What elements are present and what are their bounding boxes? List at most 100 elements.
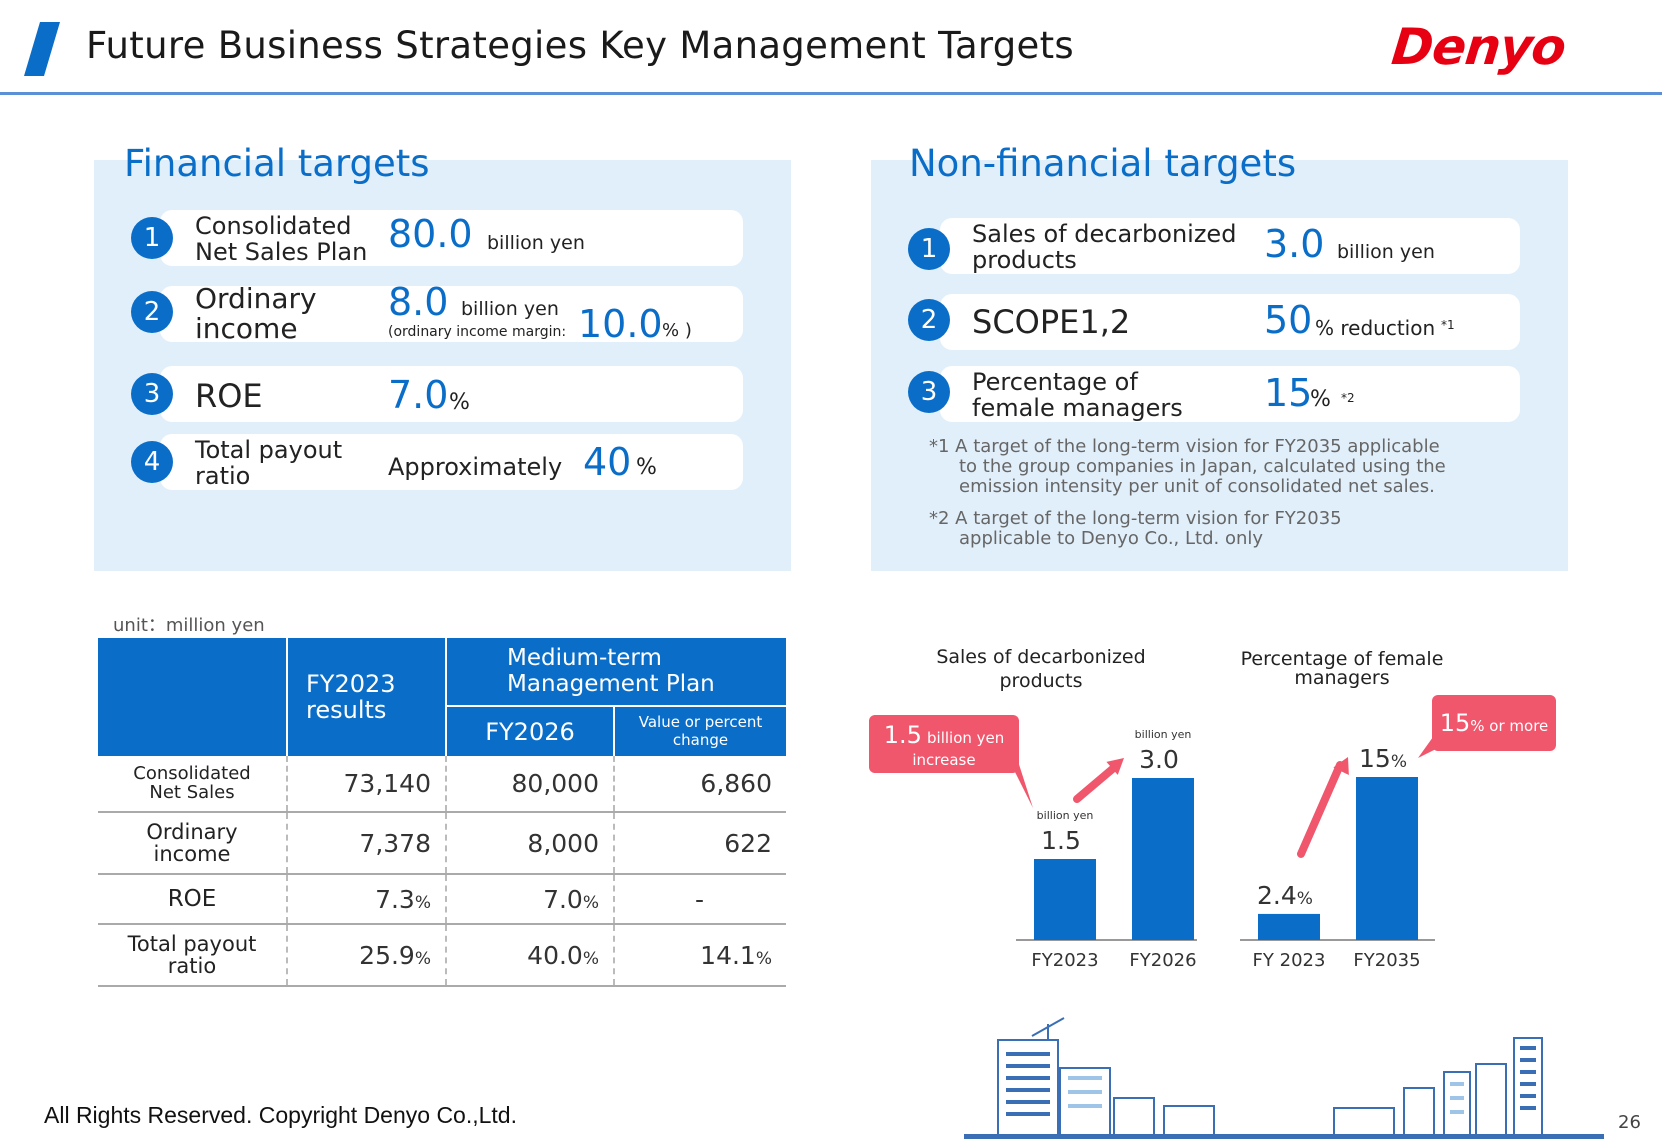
financial-row-roe: [160, 366, 743, 422]
financial-label: Consolidated Net Sales Plan: [195, 212, 368, 266]
net-sales-value: 80.0: [388, 212, 473, 256]
chart1-bar-fy2026: [1132, 778, 1194, 940]
chart2-value-label: 2.4%: [1257, 881, 1313, 910]
female-unit: %: [1310, 387, 1331, 412]
roe-value: 7.0: [388, 373, 449, 417]
chart2-category-label: FY 2023: [1253, 950, 1326, 971]
copyright-footer: All Rights Reserved. Copyright Denyo Co.…: [44, 1102, 517, 1128]
number-badge: 4: [131, 441, 173, 483]
ordinary-income-margin-unit: % ): [662, 320, 692, 341]
row-label: Consolidated Net Sales: [98, 756, 288, 812]
cell-change: 622: [724, 828, 772, 858]
roe-unit: %: [449, 390, 470, 415]
nonfinancial-label: Percentage of female managers: [972, 368, 1183, 422]
number-badge: 2: [908, 299, 950, 341]
value-unit: %: [1297, 889, 1313, 909]
chart1-title: Sales of decarbonized products: [936, 646, 1146, 692]
value-unit: %: [1391, 752, 1407, 772]
cell-fy2026: 40.0%: [446, 924, 615, 986]
chart2-callout-tail: [1418, 730, 1438, 758]
chart1-value-label: 3.0: [1139, 745, 1179, 774]
col-header-change: Value or percent change: [614, 706, 786, 756]
scope-value: 50: [1264, 298, 1313, 342]
cell-fy2023: 25.9%: [287, 924, 447, 986]
chart1-growth-arrowhead: [1106, 758, 1124, 775]
page-title: Future Business Strategies Key Managemen…: [86, 24, 1075, 67]
ordinary-income-margin-value: 10.0: [578, 302, 663, 346]
chart1-category-label: FY2023: [1031, 950, 1098, 971]
col-header-fy2023: FY2023 results: [287, 638, 447, 756]
chart1-bar-fy2023: [1034, 859, 1096, 940]
chart2-title: Percentage of female managers: [1240, 648, 1444, 689]
col-header-plan: Medium-term Management Plan: [446, 638, 786, 707]
chart2-callout: 15% or more: [1432, 695, 1556, 751]
table-row: Ordinary income 7,378 8,000 622: [98, 812, 786, 874]
number-badge: 1: [131, 217, 173, 259]
ordinary-income-value: 8.0: [388, 280, 449, 324]
row-label: Ordinary income: [98, 812, 288, 874]
cell-fy2023: 7.3%: [287, 874, 447, 924]
female-footnote-mark: *2: [1341, 391, 1355, 405]
decarbonized-unit: billion yen: [1337, 241, 1435, 263]
chart2-value-label: 15%: [1359, 744, 1407, 773]
payout-prefix: Approximately: [388, 453, 563, 481]
number-badge: 1: [908, 228, 950, 270]
financial-row-net-sales: [160, 210, 743, 266]
footnote-1: *1 A target of the long-term vision for …: [929, 436, 1446, 497]
cell-change: 6,860: [700, 769, 772, 798]
chart2-growth-arrow: [1297, 761, 1344, 858]
scope-footnote-mark: *1: [1441, 318, 1455, 332]
cell-fy2026: 80,000: [446, 756, 615, 812]
scope-unit: % reduction: [1315, 316, 1436, 340]
table-corner-header: [98, 638, 288, 756]
financial-results-table: FY2023 results Medium-term Management Pl…: [98, 638, 786, 987]
nonfinancial-label: SCOPE1,2: [972, 303, 1131, 341]
cell-fy2023: 7,378: [287, 812, 447, 874]
row-label: ROE: [98, 874, 288, 924]
nonfinancial-label: Sales of decarbonized products: [972, 220, 1237, 274]
financial-label: Ordinary income: [195, 282, 317, 345]
ordinary-income-unit: billion yen: [461, 298, 559, 320]
chart2-growth-arrowhead: [1333, 757, 1349, 775]
col-header-fy2026: FY2026: [446, 706, 615, 756]
cell-fy2026: 7.0%: [446, 874, 615, 924]
chart1-callout: 1.5 billion yen increase: [869, 715, 1019, 773]
ordinary-income-margin-note: (ordinary income margin:: [388, 324, 567, 340]
cell-fy2023: 73,140: [287, 756, 447, 812]
net-sales-unit: billion yen: [487, 232, 585, 254]
table-row: ROE 7.3% 7.0% -: [98, 874, 786, 924]
chart1-unit-label: billion yen: [1037, 809, 1094, 822]
chart2-bar-fy2035: [1356, 777, 1418, 940]
financial-row-ordinary-income: [160, 286, 743, 342]
nonfinancial-row-decarbonized: [940, 218, 1520, 274]
financial-targets-title: Financial targets: [124, 142, 430, 185]
city-skyline-illustration: [964, 1017, 1604, 1139]
chart1-unit-label: billion yen: [1135, 728, 1192, 741]
table-row: Consolidated Net Sales 73,140 80,000 6,86…: [98, 756, 786, 812]
number-badge: 3: [908, 371, 950, 413]
chart1-callout-tail: [1015, 752, 1033, 808]
cell-fy2026: 8,000: [446, 812, 615, 874]
row-label: Total payout ratio: [98, 924, 288, 986]
female-value: 15: [1264, 371, 1313, 415]
financial-label: Total payout ratio: [195, 436, 343, 490]
cell-change: 14.1%: [700, 940, 772, 970]
nonfinancial-targets-title: Non-financial targets: [909, 142, 1297, 185]
nonfinancial-row-scope: [940, 294, 1520, 350]
number-badge: 3: [131, 373, 173, 415]
payout-unit: %: [636, 455, 657, 480]
cell-change: -: [695, 884, 705, 914]
chart2-bar-fy2023: [1258, 913, 1320, 940]
title-accent-slash: [24, 22, 60, 76]
denyo-logo: Denyo: [1388, 18, 1569, 76]
financial-row-payout: [160, 434, 743, 490]
decarbonized-value: 3.0: [1264, 222, 1325, 266]
table-row: Total payout ratio 25.9% 40.0% 14.1%: [98, 924, 786, 986]
chart2-category-label: FY2035: [1353, 950, 1420, 971]
financial-label: ROE: [195, 377, 263, 415]
page-number: 26: [1618, 1112, 1641, 1133]
header-divider: [0, 92, 1662, 95]
chart1-growth-arrow: [1073, 762, 1120, 803]
footnote-2: *2 A target of the long-term vision for …: [929, 508, 1342, 549]
nonfinancial-row-female: [940, 366, 1520, 422]
